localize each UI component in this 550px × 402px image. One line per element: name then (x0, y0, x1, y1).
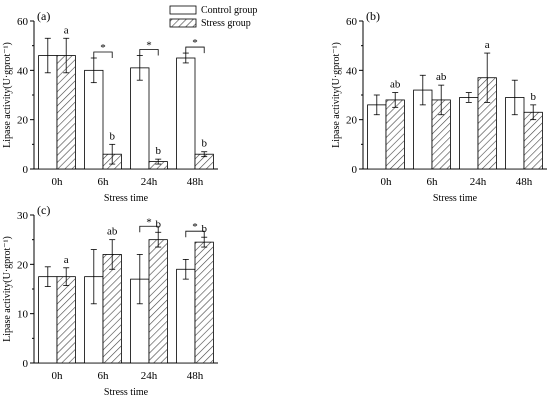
x-tick-label: 24h (141, 370, 158, 382)
significance-letter: a (64, 254, 69, 266)
x-tick-label: 24h (141, 176, 158, 188)
y-tick-label: 0 (23, 164, 29, 176)
x-tick-label: 6h (98, 370, 110, 382)
significance-letter: b (201, 138, 207, 150)
x-tick-label: 0h (381, 176, 393, 188)
x-tick-label: 24h (470, 176, 487, 188)
significance-letter: a (485, 39, 490, 51)
bar-stress (56, 276, 76, 364)
bar-stress (523, 111, 543, 170)
bar-control (459, 97, 479, 170)
y-tick-label: 30 (17, 210, 29, 222)
y-tick-label: 0 (352, 164, 358, 176)
bar-control (84, 69, 104, 170)
significance-bracket (185, 230, 205, 238)
y-tick-label: 20 (17, 259, 29, 271)
significance-bracket (93, 51, 113, 58)
y-axis-label: Lipase activity(U·gprot⁻¹) (2, 236, 13, 342)
y-tick-label: 0 (23, 358, 29, 370)
legend-swatch-stress (169, 18, 197, 28)
significance-letter: ab (107, 226, 118, 238)
x-tick-label: 0h (52, 370, 64, 382)
y-tick-label: 20 (346, 115, 358, 127)
significance-asterisk: * (100, 42, 106, 54)
y-tick-label: 10 (17, 309, 29, 321)
y-tick-label: 60 (17, 16, 29, 28)
x-axis-label: Stress time (104, 387, 149, 398)
chart-panel-2: 0 20 40 60 (b) Lipase activity(U·gprot⁻¹) Stre… (331, 9, 547, 204)
significance-asterisk: * (146, 216, 152, 228)
significance-bracket (139, 225, 159, 233)
significance-letter: b (201, 223, 207, 235)
panel-label: (c) (37, 203, 50, 217)
significance-letter: ab (436, 71, 447, 83)
significance-asterisk: * (192, 221, 198, 233)
legend-label-stress: Stress group (201, 18, 251, 29)
legend-label-control: Control group (201, 5, 257, 16)
bar-stress (148, 239, 168, 364)
bar-control (38, 276, 58, 364)
x-tick-label: 48h (516, 176, 533, 188)
panel-label: (a) (37, 9, 50, 23)
x-tick-label: 6h (98, 176, 110, 188)
legend-swatch-control (169, 5, 197, 15)
x-tick-label: 48h (187, 370, 204, 382)
bar-stress (385, 99, 405, 170)
significance-letter: b (155, 145, 161, 157)
bar-stress (102, 254, 122, 364)
significance-letter: ab (390, 79, 401, 91)
significance-letter: b (109, 130, 115, 142)
bar-control (176, 57, 196, 170)
x-axis-label: Stress time (433, 193, 478, 204)
y-tick-label: 40 (17, 65, 29, 77)
y-tick-label: 40 (346, 65, 358, 77)
bar-stress (194, 241, 214, 364)
chart-panel-1: 0 20 40 60 (a) Lipase activity(U·gprot⁻¹) Stre… (2, 9, 218, 204)
y-tick-label: 60 (346, 16, 358, 28)
significance-letter: b (530, 91, 536, 103)
significance-asterisk: * (146, 40, 152, 52)
y-tick-label: 20 (17, 115, 29, 127)
significance-letter: a (64, 24, 69, 36)
legend: Control group Stress group (169, 5, 257, 29)
bar-control (130, 67, 150, 170)
significance-asterisk: * (192, 37, 198, 49)
significance-letter: b (155, 218, 161, 230)
panel-label: (b) (366, 9, 380, 23)
significance-bracket (139, 49, 159, 56)
y-axis-label: Lipase activity(U·gprot⁻¹) (331, 42, 342, 148)
x-tick-label: 0h (52, 176, 64, 188)
x-tick-label: 48h (187, 176, 204, 188)
y-axis-label: Lipase activity(U·gprot⁻¹) (2, 42, 13, 148)
chart-panel-3: 0 10 20 30 (c) Lipase activity(U·gprot⁻¹) Stre… (2, 203, 218, 398)
x-axis-label: Stress time (104, 193, 149, 204)
bar-control (176, 268, 196, 364)
x-tick-label: 6h (427, 176, 439, 188)
significance-bracket (185, 46, 205, 54)
